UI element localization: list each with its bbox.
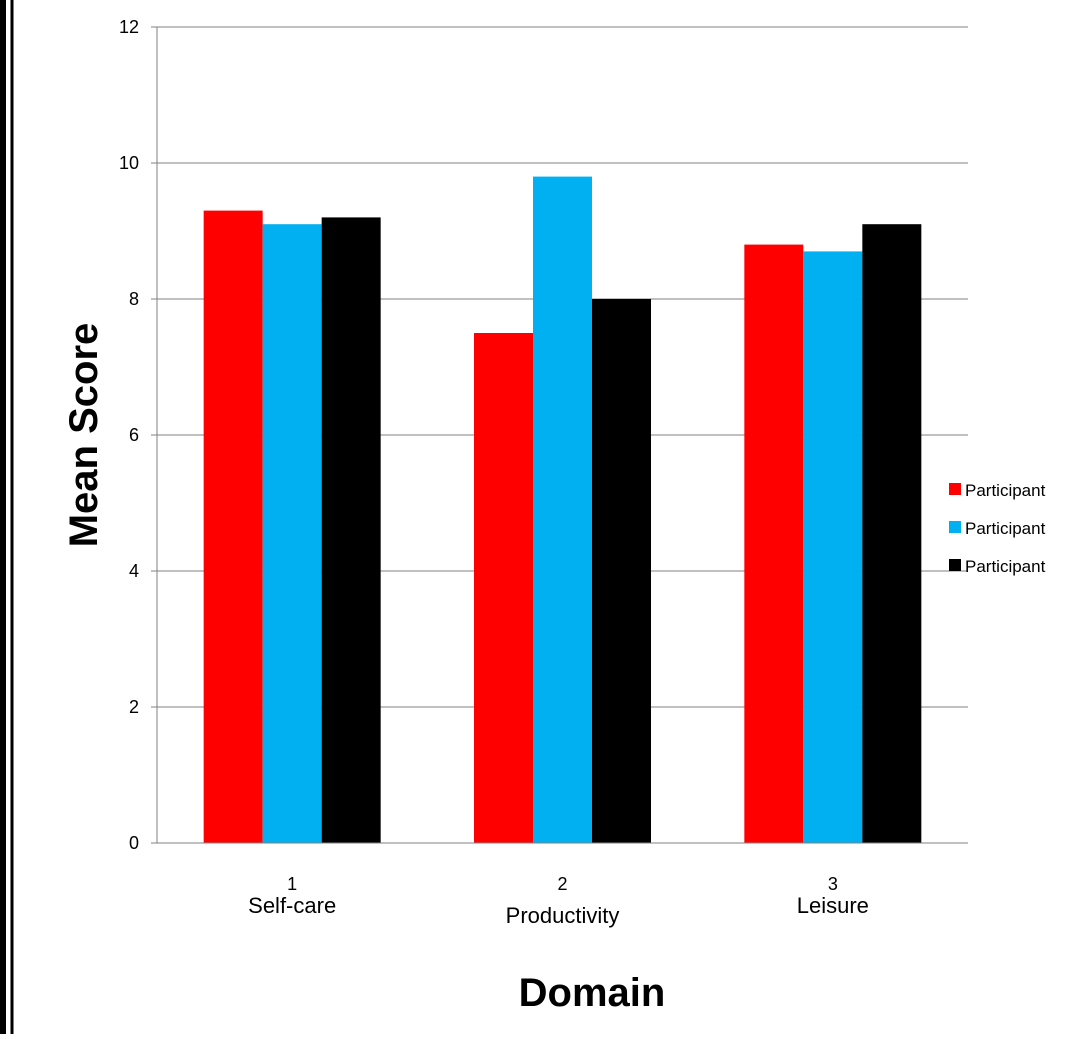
bar-cat3-series3	[862, 224, 922, 843]
legend-label: Participant	[965, 519, 1046, 538]
y-tick-label: 6	[129, 425, 139, 445]
bar-cat2-series1	[474, 333, 533, 843]
x-category-number: 1	[287, 874, 297, 894]
legend-swatch	[949, 559, 961, 571]
bar-cat1-series2	[262, 224, 322, 843]
x-axis-title: Domain	[519, 971, 666, 1015]
y-tick-label: 4	[129, 561, 139, 581]
legend-label: Participant	[965, 557, 1046, 576]
y-tick-label: 0	[129, 833, 139, 853]
legend-swatch	[949, 521, 961, 533]
bar-cat3-series2	[803, 251, 863, 843]
legend-label: Participant	[965, 481, 1046, 500]
bar-cat1-series1	[203, 210, 263, 844]
legend-swatch	[949, 483, 961, 495]
x-category-name: Leisure	[797, 893, 869, 918]
y-tick-labels: 0 2 4 6 8 10 12	[119, 17, 139, 853]
y-tick-label: 10	[119, 153, 139, 173]
bar-cat2-series2	[533, 176, 592, 844]
legend: Participant Participant Participant	[949, 481, 1046, 576]
bars-group	[157, 176, 968, 844]
x-category-name: Productivity	[506, 903, 620, 928]
x-category-name: Self-care	[248, 893, 336, 918]
bar-cat2-series3	[592, 299, 651, 843]
bar-cat3-series1	[744, 244, 804, 844]
x-category-number: 3	[828, 874, 838, 894]
y-tick-label: 2	[129, 697, 139, 717]
x-category-number: 2	[557, 874, 567, 894]
bar-cat1-series3	[321, 217, 381, 843]
y-axis-title: Mean Score	[62, 323, 106, 548]
y-tick-label: 12	[119, 17, 139, 37]
y-tick-label: 8	[129, 289, 139, 309]
